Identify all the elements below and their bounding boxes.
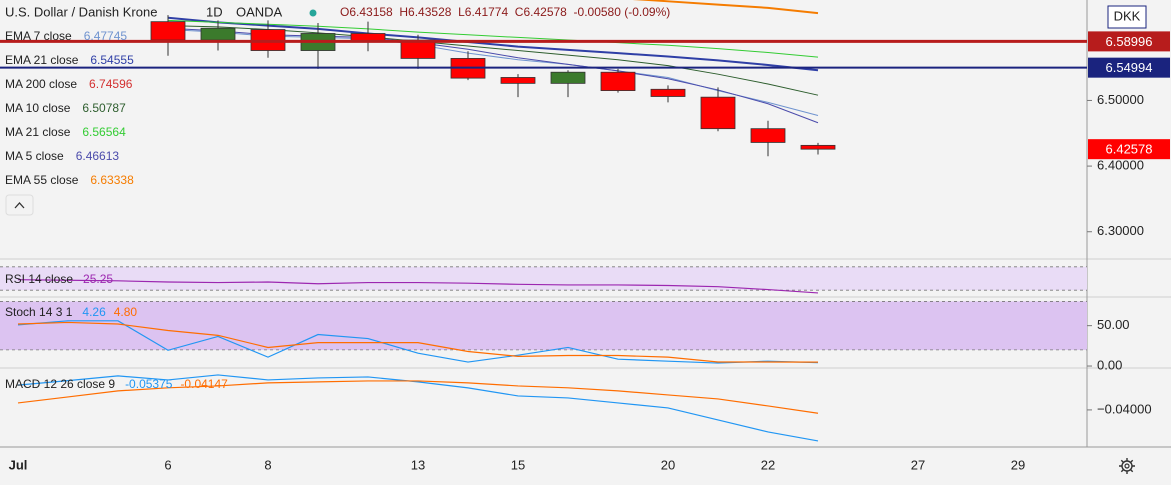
candle-body	[650, 88, 686, 97]
x-tick-label: 13	[411, 457, 425, 472]
series-line	[167, 16, 819, 72]
legend-value: -0.05375	[125, 377, 173, 391]
candle-body	[500, 77, 536, 84]
legend-name: MA 10 close	[5, 101, 71, 115]
legend-name: MA 200 close	[5, 77, 77, 91]
legend-name: MA 5 close	[5, 149, 64, 163]
legend-value: 6.54555	[90, 53, 134, 67]
y-tick-label: 0.00	[1097, 357, 1122, 372]
pane-title: MACD 12 26 close 9	[5, 377, 115, 391]
legend-name: MA 21 close	[5, 125, 71, 139]
price-badge	[1088, 57, 1170, 78]
currency[interactable]: DKK	[1114, 8, 1141, 23]
x-tick-label: 20	[661, 457, 675, 472]
legend-name: EMA 55 close	[5, 173, 79, 187]
source: OANDA	[236, 4, 283, 19]
x-tick-label: 6	[164, 457, 171, 472]
x-tick-label: 29	[1011, 457, 1025, 472]
x-tick-label: Jul	[9, 457, 28, 472]
legend-value: 25.25	[83, 272, 113, 286]
series-line	[632, 0, 819, 15]
candle-body	[200, 27, 236, 41]
y-tick-label: 6.40000	[1097, 158, 1144, 173]
legend-value: 6.56564	[82, 125, 126, 139]
legend-name: EMA 21 close	[5, 53, 79, 67]
candle-body	[750, 128, 786, 143]
legend-value: -0.04147	[180, 377, 228, 391]
x-tick-label: 8	[264, 457, 271, 472]
series-line	[17, 374, 819, 442]
plot-layer: 6.50000 6.40000 6.30000 6.58996 6.54994 6.425…	[0, 0, 1170, 472]
candle-body	[150, 21, 186, 41]
series-line	[167, 19, 819, 58]
settings-gear[interactable]	[1119, 458, 1135, 474]
price-badge-label: 6.42578	[1106, 142, 1153, 157]
price-badge	[1088, 31, 1170, 52]
legend-value: 4.26	[82, 305, 106, 319]
status-dot	[309, 9, 317, 17]
x-tick-label: 22	[761, 457, 775, 472]
series-line	[17, 279, 819, 294]
y-tick-label: −0.04000	[1097, 401, 1152, 416]
band-fill	[0, 266, 1087, 291]
currency-box[interactable]	[1107, 5, 1147, 29]
y-tick-label: 6.30000	[1097, 223, 1144, 238]
legend-value: 6.74596	[89, 77, 133, 91]
legend-value: 6.46613	[76, 149, 120, 163]
pane-title: RSI 14 close	[5, 272, 73, 286]
legend-value: 6.47745	[84, 29, 128, 43]
candle-body	[600, 71, 636, 91]
legend-value: 4.80	[114, 305, 138, 319]
x-tick-label: 15	[511, 457, 525, 472]
series-line	[17, 320, 819, 364]
candle-body	[800, 144, 836, 150]
legend-value: 6.63338	[90, 173, 134, 187]
legend-name: EMA 7 close	[5, 29, 72, 43]
series-line	[17, 321, 819, 363]
price-badge	[1088, 139, 1170, 160]
price-badge-label: 6.54994	[1106, 60, 1153, 75]
y-tick-label: 50.00	[1097, 317, 1130, 332]
candle-body	[700, 96, 736, 130]
chart-title: U.S. Dollar / Danish Krone	[5, 4, 157, 19]
x-tick-label: 27	[911, 457, 925, 472]
legend-value: 6.50787	[82, 101, 126, 115]
band-fill	[0, 301, 1087, 350]
series-line	[17, 380, 819, 414]
interval: 1D	[206, 4, 223, 19]
ohlc-text: O6.43158 H6.43528 L6.41774 C6.42578 -0.0…	[340, 5, 670, 19]
pane-title: Stoch 14 3 1	[5, 305, 73, 319]
collapse-button[interactable]	[5, 194, 34, 216]
price-badge-label: 6.58996	[1106, 34, 1153, 49]
y-tick-label: 6.50000	[1097, 92, 1144, 107]
candle-body	[550, 71, 586, 84]
